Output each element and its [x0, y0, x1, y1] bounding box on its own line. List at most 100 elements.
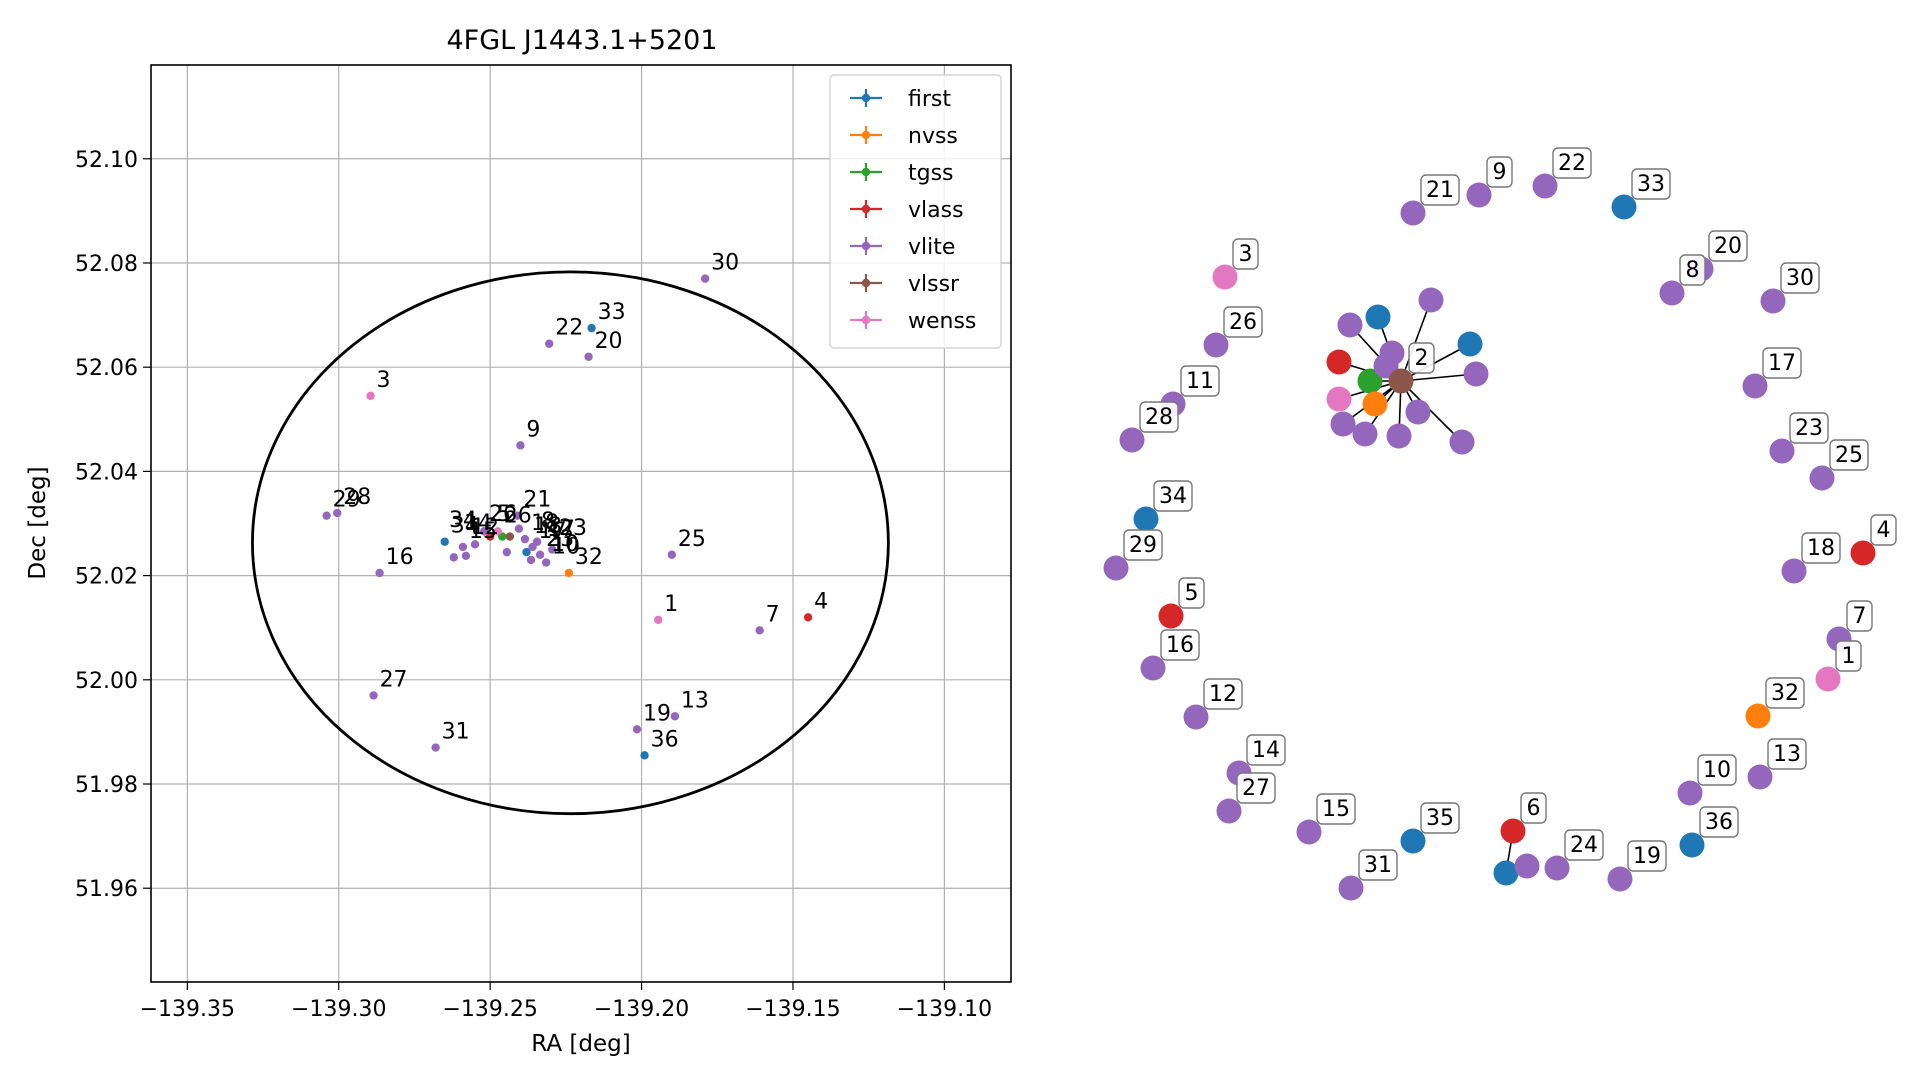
x-tick-label: −139.35 — [140, 997, 235, 1022]
cluster-label: 18 — [534, 514, 562, 539]
point-vlite — [461, 551, 471, 561]
point-label: 20 — [595, 329, 623, 354]
network-node-first — [1493, 860, 1519, 886]
network-edge — [1400, 343, 1471, 382]
network-node-vlite — [1532, 173, 1558, 199]
network-node-label: 28 — [1145, 405, 1173, 430]
network-node-vlite — [1405, 399, 1431, 425]
point-label: 32 — [575, 545, 603, 570]
legend: first nvss tgss vlass vlite vlssr wenss — [829, 74, 1002, 349]
network-node-label: 12 — [1209, 682, 1237, 707]
network-node-first — [1365, 304, 1391, 330]
network-node-label-box — [1789, 412, 1829, 444]
network-node-vlite — [1400, 200, 1426, 226]
network-node-label: 1 — [1842, 644, 1856, 669]
point-label: 26 — [504, 503, 532, 528]
legend-marker-dot — [861, 167, 871, 177]
network-node-label: 33 — [1637, 172, 1665, 197]
network-node-label-box — [1408, 342, 1435, 374]
point-label: 29 — [333, 488, 361, 513]
point-vlite — [755, 626, 764, 635]
network-node-label: 10 — [1703, 758, 1731, 783]
network-node-vlite — [1466, 182, 1492, 208]
point-label: 22 — [555, 316, 583, 341]
cluster-label: 8 — [541, 509, 555, 534]
network-node-label-box — [1520, 792, 1547, 824]
point-vlite — [458, 542, 468, 552]
network-node-label: 6 — [1527, 796, 1541, 821]
y-tick-label: 52.10 — [75, 148, 138, 173]
network-node-label: 11 — [1186, 369, 1214, 394]
y-axis-label: Dec [deg] — [25, 466, 51, 579]
cluster-label: 12 — [471, 515, 499, 540]
cluster-label: 34 — [449, 508, 477, 533]
network-node-label-box — [1223, 306, 1263, 338]
point-vlite — [516, 441, 525, 450]
x-tick-label: −139.20 — [594, 997, 689, 1022]
network-node-vlite — [1659, 280, 1685, 306]
network-node-label-box — [1316, 793, 1356, 825]
point-wenss — [654, 615, 663, 625]
network-node-label: 25 — [1835, 443, 1863, 468]
point-label: 3 — [377, 368, 391, 393]
point-vlite — [369, 691, 378, 700]
network-node-tgss — [1357, 368, 1383, 394]
point-label: 36 — [651, 727, 679, 752]
point-vlass — [485, 532, 495, 541]
network-node-nvss — [1362, 391, 1388, 417]
network-node-vlite — [1418, 287, 1444, 313]
point-label: 21 — [523, 488, 551, 513]
network-node-label-box — [1153, 480, 1193, 512]
network-node-label: 5 — [1185, 581, 1199, 606]
point-vlite — [632, 725, 642, 734]
network-node-label-box — [1486, 156, 1513, 188]
network-node-label: 22 — [1558, 151, 1586, 176]
legend-marker-dot — [861, 204, 871, 214]
legend-label-vlssr: vlssr — [908, 272, 960, 297]
chart-title: 4FGL J1443.1+5201 — [446, 25, 717, 56]
network-node-label: 7 — [1853, 604, 1867, 629]
network-node-first — [1133, 506, 1159, 532]
network-node-label: 35 — [1426, 806, 1454, 831]
point-first — [640, 751, 649, 760]
network-node-label-box — [1679, 254, 1706, 286]
cluster-label: 10 — [551, 532, 579, 557]
point-label: 13 — [681, 688, 709, 713]
point-vlass — [803, 613, 813, 622]
cluster-label: 26 — [489, 502, 517, 527]
network-node-wenss — [1815, 666, 1841, 692]
network-node-label: 34 — [1159, 484, 1187, 509]
legend-label-wenss: wenss — [908, 309, 976, 334]
point-label: 9 — [526, 417, 540, 442]
network-node-label: 24 — [1570, 833, 1598, 858]
network-node-label-box — [1762, 347, 1802, 379]
point-vlite — [541, 558, 551, 567]
point-label: 4 — [814, 589, 828, 614]
network-node-label: 30 — [1786, 266, 1814, 291]
point-vlite — [514, 524, 524, 533]
network-node-label-box — [1780, 262, 1820, 294]
point-wenss — [366, 391, 375, 401]
network-node-vlite — [1677, 780, 1703, 806]
cluster-label: 17 — [547, 517, 575, 542]
network-node-label: 21 — [1426, 178, 1454, 203]
network-node-label-box — [1870, 514, 1897, 546]
network-node-label: 16 — [1166, 633, 1194, 658]
point-first — [440, 537, 449, 546]
network-node-vlite — [1330, 411, 1356, 437]
network-node-label-box — [1631, 168, 1671, 200]
network-node-label-box — [1232, 238, 1259, 270]
y-tick-label: 51.96 — [75, 877, 138, 902]
network-nodes — [1103, 173, 1876, 901]
network-node-first — [1611, 194, 1637, 220]
network-node-first — [1400, 828, 1426, 854]
network-node-vlite — [1140, 655, 1166, 681]
network-node-vlite — [1747, 764, 1773, 790]
point-vlite — [470, 540, 480, 549]
network-node-label-box — [1420, 174, 1460, 206]
network-node-label-box — [1708, 230, 1748, 262]
network-node-vlite — [1544, 855, 1570, 881]
